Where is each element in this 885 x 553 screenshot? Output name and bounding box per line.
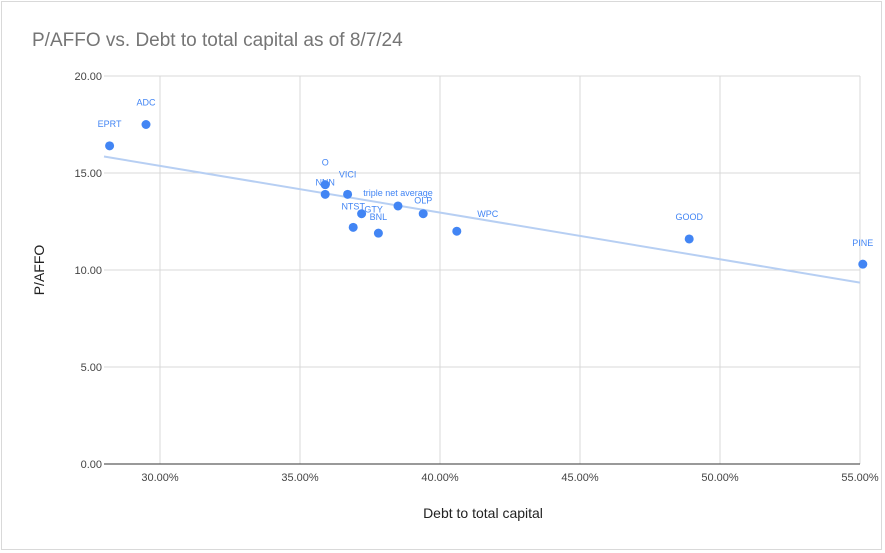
data-point: [343, 189, 353, 199]
data-point-label: BNL: [370, 212, 388, 222]
data-point-label: O: [322, 158, 329, 168]
data-point: [357, 209, 367, 219]
x-tick-label: 45.00%: [561, 472, 599, 484]
y-tick-label: 10.00: [74, 265, 102, 277]
x-tick-label: 30.00%: [141, 472, 179, 484]
data-point-label: NNN: [315, 177, 335, 187]
data-point-label: NTST: [341, 201, 365, 211]
data-point: [320, 180, 330, 190]
trendline: [103, 155, 861, 284]
data-point: [684, 234, 694, 244]
data-point: [418, 209, 428, 219]
y-tick-label: 15.00: [74, 168, 102, 180]
data-point-label: triple net average: [363, 188, 433, 198]
data-point-label: PINE: [852, 238, 873, 248]
data-point: [105, 141, 115, 151]
x-tick-label: 40.00%: [421, 472, 459, 484]
data-point: [320, 189, 330, 199]
x-tick-label: 50.00%: [701, 472, 739, 484]
y-tick-label: 0.00: [81, 459, 102, 471]
data-point-label: OLP: [414, 196, 432, 206]
y-tick-label: 5.00: [81, 362, 102, 374]
data-point: [141, 120, 151, 129]
y-tick-label: 20.00: [74, 71, 102, 83]
data-point: [858, 259, 868, 269]
x-tick-label: 55.00%: [841, 472, 879, 484]
data-point-label: ADC: [136, 98, 156, 108]
data-point-label: EPRT: [98, 119, 122, 129]
data-point-label: WPC: [477, 209, 498, 219]
chart-title: P/AFFO vs. Debt to total capital as of 8…: [32, 30, 403, 51]
data-point: [348, 222, 358, 232]
y-axis-title: P/AFFO: [31, 245, 47, 296]
data-point: [452, 226, 462, 236]
data-point: [393, 201, 403, 211]
trendline-layer: [103, 155, 861, 284]
data-point-label: VICI: [339, 169, 357, 179]
grid-layer: [104, 75, 861, 464]
axis-layer: 0.00 5.00 10.00 15.00 20.00 30.00% 35.00% 40.00…: [74, 71, 878, 484]
data-point-label: GOOD: [675, 212, 703, 222]
points-layer: [105, 120, 868, 269]
x-tick-label: 35.00%: [281, 472, 319, 484]
data-point-label: GTY: [364, 205, 383, 215]
data-point: [373, 228, 383, 238]
x-axis-title: Debt to total capital: [423, 505, 543, 521]
